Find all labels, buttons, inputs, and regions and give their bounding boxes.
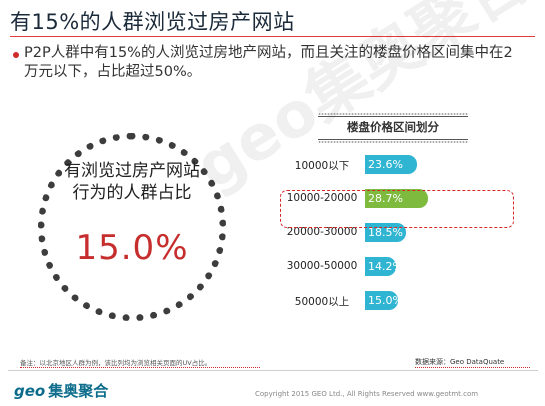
category-label: 10000-20000 <box>286 192 358 204</box>
circle-caption-line1: 有浏览过房产网站 <box>64 161 200 181</box>
bullet-text: P2P人群中有15%的人浏览过房地产网站，而且关注的楼盘价格区间集中在2万元以下… <box>24 45 513 80</box>
dotted-circle <box>38 133 226 321</box>
logo-text: 集奥聚合 <box>48 382 109 400</box>
category-label: 30000-50000 <box>286 260 358 272</box>
bar <box>365 291 398 310</box>
brand-logo: geo 集奥聚合 <box>14 380 108 401</box>
footnote-underline <box>20 367 260 368</box>
bullet-dot-icon <box>13 52 19 58</box>
data-source: 数据来源：Geo DataQuate <box>415 358 505 366</box>
bar <box>365 189 429 208</box>
logo-geo-mark: geo <box>14 382 46 400</box>
category-label: 50000以上 <box>294 296 350 308</box>
bar-value-label: 14.2% <box>368 260 403 273</box>
title-underline <box>10 36 535 37</box>
bar <box>365 257 397 276</box>
copyright: Copyright 2015 GEO Ltd., All Rights Rese… <box>255 390 479 398</box>
circle-caption-line2: 行为的人群占比 <box>72 183 192 203</box>
slide-title: 有15%的人群浏览过房产网站 <box>10 10 295 34</box>
bar-value-label: 23.6% <box>368 158 403 171</box>
bar <box>365 155 417 174</box>
bar-value-label: 28.7% <box>368 192 403 205</box>
source-underline <box>415 367 530 368</box>
category-label: 20000-30000 <box>286 226 358 238</box>
chart-title: 楼盘价格区间划分 <box>318 113 468 143</box>
footer-divider <box>8 370 538 371</box>
bar-value-label: 18.5% <box>368 226 403 239</box>
bar-value-label: 15.0% <box>368 294 403 307</box>
category-label: 10000以下 <box>294 160 350 172</box>
circle-percentage: 15.0% <box>75 228 189 268</box>
circle-caption: 有浏览过房产网站 行为的人群占比 <box>40 160 224 204</box>
highlight-box <box>280 190 514 228</box>
footnote: 备注：以北京地区人群为例，该比列均为浏览相关页面的UV占比。 <box>20 359 212 367</box>
